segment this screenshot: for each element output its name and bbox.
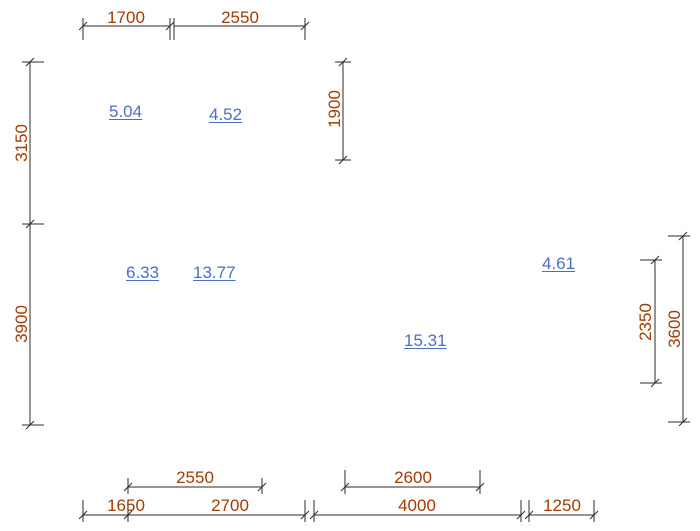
dim-right-inner: 2350 — [636, 255, 662, 388]
dim-inner-vertical: 1900 — [325, 57, 351, 165]
dim-left-upper: 3150 — [12, 57, 44, 229]
dim-top-left: 1700 — [78, 8, 175, 40]
dim-bottom-inner-left: 2550 — [123, 468, 267, 494]
dim-label-bottom-3: 4000 — [398, 496, 436, 515]
dim-label-bottom-inner-left: 2550 — [176, 468, 214, 487]
dim-label-inner-vertical: 1900 — [325, 90, 344, 128]
room-area-label-d[interactable]: 13.77 — [193, 263, 236, 282]
room-area-label-b[interactable]: 4.52 — [209, 105, 243, 124]
dim-left-lower: 3900 — [12, 224, 44, 430]
dim-label-right-outer: 3600 — [665, 310, 684, 348]
dim-bottom-chain: 1650 2700 4000 1250 — [78, 496, 599, 522]
room-area-label-e[interactable]: 4.61 — [542, 254, 576, 273]
dim-bottom-inner-right: 2600 — [340, 468, 485, 494]
room-area-label-a[interactable]: 5.04 — [109, 102, 143, 121]
room-area-label-f[interactable]: 15.31 — [404, 331, 447, 350]
dim-label-bottom-inner-right: 2600 — [394, 468, 432, 487]
dim-label-top-left: 1700 — [107, 8, 145, 27]
dim-label-bottom-2: 2700 — [211, 496, 249, 515]
dim-label-left-upper: 3150 — [12, 124, 31, 162]
dim-label-bottom-4: 1250 — [543, 496, 581, 515]
dim-label-bottom-1: 1650 — [107, 496, 145, 515]
dim-label-right-inner: 2350 — [636, 303, 655, 341]
room-area-label-c[interactable]: 6.33 — [126, 263, 160, 282]
dim-top-right: 2550 — [173, 8, 310, 40]
dim-label-top-right: 2550 — [221, 8, 259, 27]
dim-right-outer: 3600 — [665, 231, 690, 427]
dim-label-left-lower: 3900 — [12, 305, 31, 343]
